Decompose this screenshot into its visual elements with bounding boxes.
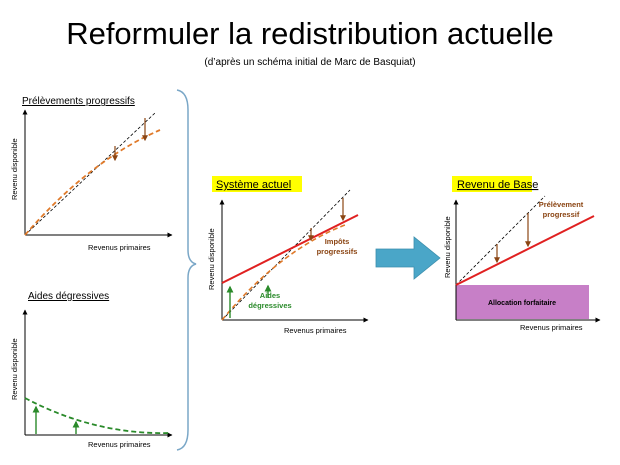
y-axis-label: Revenu disponible bbox=[10, 338, 19, 400]
panel-basic-income-title: Revenu de Base bbox=[457, 179, 538, 191]
page-title: Reformuler la redistribution actuelle bbox=[66, 16, 554, 51]
label-aid-line2: dégressives bbox=[248, 301, 291, 310]
panel-degressive: Aides dégressives Revenu disponible Reve… bbox=[10, 291, 173, 449]
y-axis-label: Revenu disponible bbox=[207, 228, 216, 290]
label-taxes-line1: Impôts bbox=[325, 237, 350, 246]
x-axis-label: Revenus primaires bbox=[88, 440, 151, 449]
title-highlight bbox=[452, 176, 532, 192]
title-highlight bbox=[212, 176, 302, 192]
gross-curve bbox=[221, 224, 346, 321]
label-taxes-line2: progressifs bbox=[317, 247, 358, 256]
x-axis-label: Revenus primaires bbox=[284, 326, 347, 335]
y-axis-label: Revenu disponible bbox=[10, 138, 19, 200]
reference-diagonal bbox=[221, 189, 351, 321]
y-axis-label: Revenu disponible bbox=[443, 216, 452, 278]
x-axis-label: Revenus primaires bbox=[88, 243, 151, 252]
net-income-line bbox=[221, 214, 359, 284]
grouping-brace bbox=[176, 89, 197, 451]
panel-progressive: Prélèvements progressifs Revenu disponib… bbox=[10, 96, 173, 252]
aid-curve bbox=[24, 397, 171, 434]
x-axis-label: Revenus primaires bbox=[520, 323, 583, 332]
reference-diagonal bbox=[455, 195, 546, 286]
net-income-line bbox=[455, 215, 595, 286]
page-subtitle: (d’après un schéma initial de Marc de Ba… bbox=[204, 57, 416, 68]
label-levy-line1: Prélèvement bbox=[539, 200, 584, 209]
panel-current-title: Système actuel bbox=[216, 179, 291, 191]
allocation-box bbox=[456, 285, 589, 319]
transition-arrow-icon bbox=[375, 236, 441, 280]
label-levy-line2: progressif bbox=[543, 210, 580, 219]
panel-basic-income: Revenu de Base Allocation forfaitaire Re… bbox=[443, 176, 601, 332]
net-income-curve bbox=[24, 129, 161, 236]
panel-progressive-title: Prélèvements progressifs bbox=[22, 96, 135, 107]
reference-diagonal bbox=[24, 112, 156, 236]
panel-degressive-title: Aides dégressives bbox=[28, 291, 109, 302]
panel-current: Système actuel Revenu disponible Revenus… bbox=[207, 176, 369, 335]
label-allocation: Allocation forfaitaire bbox=[488, 300, 556, 307]
label-aid-line1: Aides bbox=[260, 291, 280, 300]
